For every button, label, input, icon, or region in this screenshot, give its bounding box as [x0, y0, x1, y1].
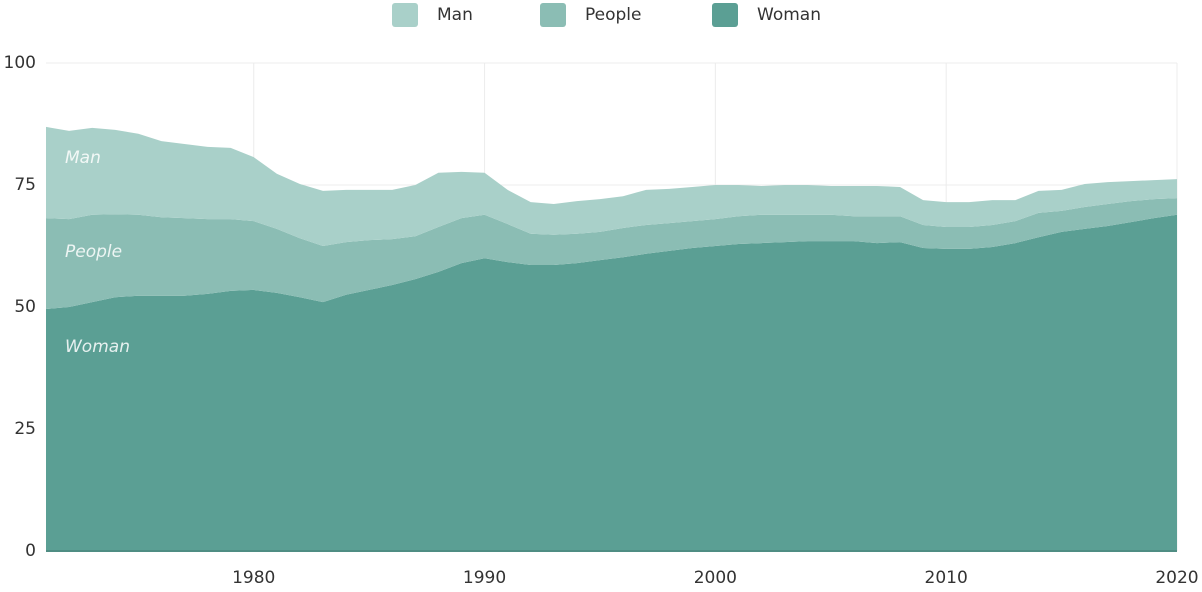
x-tick-label: 2020: [1155, 568, 1198, 588]
area: [46, 126, 1177, 246]
legend-label: Woman: [757, 5, 821, 25]
area: [46, 214, 1177, 551]
area-label: Woman: [65, 337, 130, 357]
legend-label: People: [585, 5, 641, 25]
x-tick-label: 1990: [463, 568, 506, 588]
x-tick-label: 1980: [232, 568, 275, 588]
area-label: Man: [65, 148, 101, 168]
y-tick-label: 100: [4, 53, 36, 73]
y-tick-label: 25: [14, 419, 36, 439]
legend-swatch: [540, 3, 566, 27]
legend-swatch: [392, 3, 418, 27]
legend-label: Man: [437, 5, 473, 25]
area: [46, 198, 1177, 309]
legend-swatch: [712, 3, 738, 27]
y-tick-label: 0: [25, 541, 36, 561]
y-tick-label: 50: [14, 297, 36, 317]
x-tick-label: 2010: [925, 568, 968, 588]
y-tick-label: 75: [14, 175, 36, 195]
area-label: People: [65, 242, 122, 262]
x-tick-label: 2000: [694, 568, 737, 588]
